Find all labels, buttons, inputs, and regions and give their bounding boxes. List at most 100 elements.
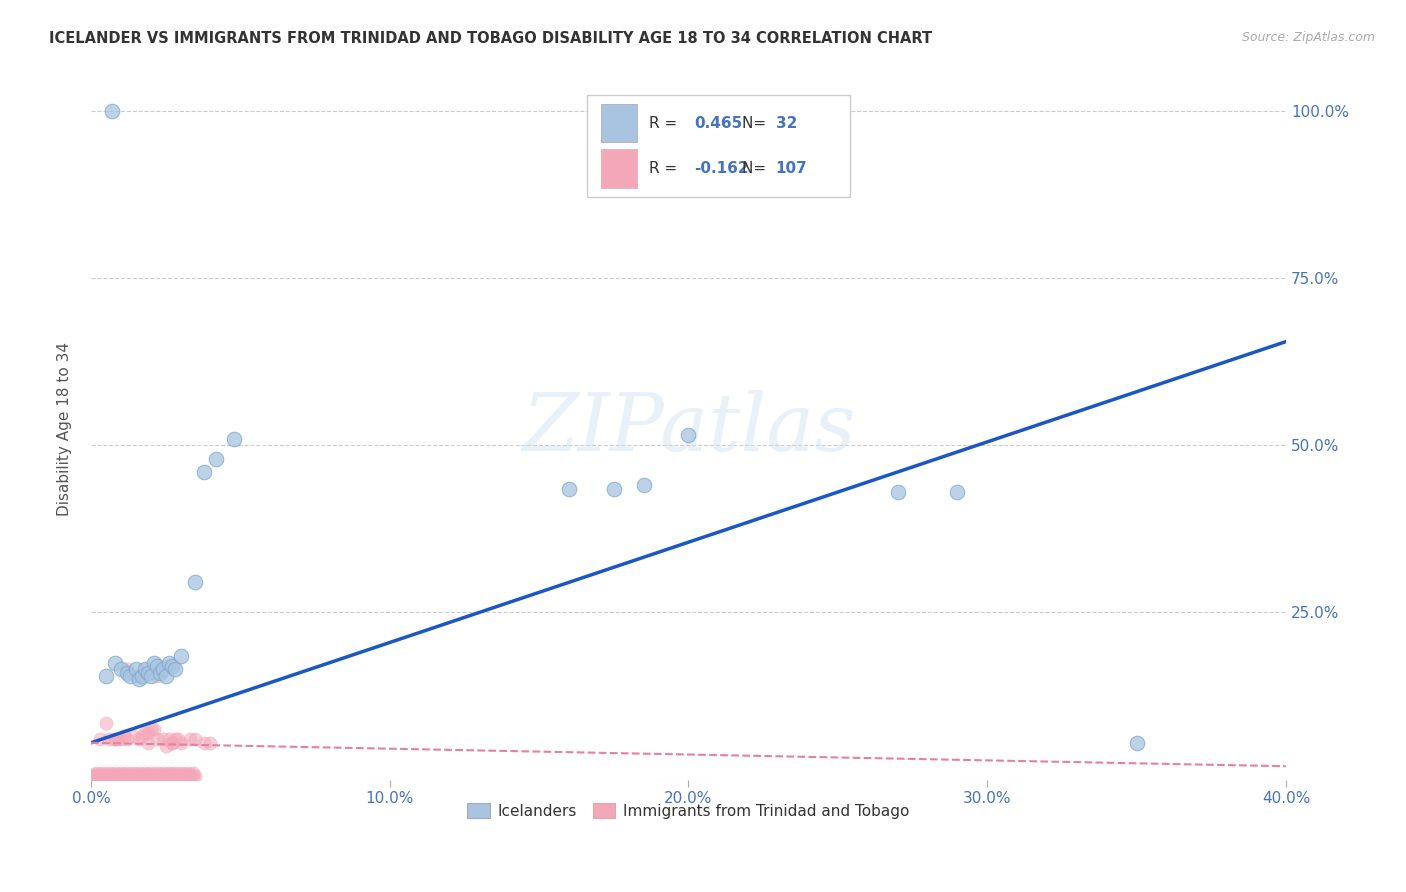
FancyBboxPatch shape (586, 95, 849, 197)
Point (163, 732, 186, 747)
Point (118, 669, 141, 683)
Point (91, 766, 114, 780)
Point (115, 769, 138, 783)
Point (678, 428, 700, 442)
Point (179, 732, 201, 747)
Point (121, 769, 143, 783)
Point (149, 662, 172, 676)
Point (104, 766, 127, 780)
Text: R =: R = (650, 161, 682, 177)
Point (145, 769, 167, 783)
Text: 0.465: 0.465 (695, 116, 742, 130)
Point (184, 732, 207, 747)
Point (149, 769, 172, 783)
Point (142, 656, 165, 670)
Text: ICELANDER VS IMMIGRANTS FROM TRINIDAD AND TOBAGO DISABILITY AGE 18 TO 34 CORRELA: ICELANDER VS IMMIGRANTS FROM TRINIDAD AN… (49, 31, 932, 46)
Point (160, 659, 183, 673)
Point (149, 665, 172, 680)
Point (134, 726, 156, 740)
Point (101, 103, 124, 118)
Point (152, 662, 174, 676)
Text: N=: N= (742, 116, 772, 130)
Point (886, 485, 908, 500)
Point (145, 766, 167, 780)
Point (121, 766, 143, 780)
Point (142, 769, 165, 783)
Point (155, 659, 177, 673)
Point (83, 769, 105, 783)
Point (946, 485, 969, 500)
Point (131, 769, 153, 783)
Text: -0.162: -0.162 (695, 161, 749, 177)
Point (152, 766, 174, 780)
Point (97, 769, 120, 783)
Point (142, 767, 165, 781)
Point (97, 766, 120, 780)
Point (134, 769, 156, 783)
Point (558, 482, 581, 496)
Legend: Icelanders, Immigrants from Trinidad and Tobago: Icelanders, Immigrants from Trinidad and… (461, 797, 915, 824)
Point (169, 766, 191, 780)
Point (155, 769, 177, 783)
Point (125, 669, 148, 683)
Point (128, 732, 150, 747)
Text: 107: 107 (776, 161, 807, 177)
Point (1125, 736, 1147, 750)
Point (112, 767, 135, 781)
Point (134, 766, 156, 780)
Point (125, 662, 148, 676)
Point (134, 662, 156, 676)
Point (128, 673, 150, 687)
Point (173, 769, 195, 783)
Text: 32: 32 (776, 116, 797, 130)
Point (603, 482, 626, 496)
Point (193, 736, 215, 750)
Point (179, 769, 201, 783)
Point (157, 769, 180, 783)
Point (166, 769, 188, 783)
Point (155, 767, 177, 781)
Point (86, 766, 108, 780)
Point (181, 766, 204, 780)
Point (176, 769, 198, 783)
Text: Source: ZipAtlas.com: Source: ZipAtlas.com (1241, 31, 1375, 45)
Point (166, 767, 188, 781)
Point (163, 662, 186, 676)
Point (128, 766, 150, 780)
Point (136, 665, 159, 680)
Point (104, 769, 127, 783)
Point (200, 736, 222, 750)
Point (136, 726, 159, 740)
Point (121, 729, 143, 743)
Point (224, 432, 246, 446)
Point (104, 732, 127, 747)
Point (193, 465, 215, 479)
Point (112, 729, 135, 743)
Point (136, 736, 159, 750)
Point (169, 769, 191, 783)
Point (107, 769, 129, 783)
Point (112, 769, 135, 783)
Point (160, 736, 183, 750)
Point (142, 723, 165, 737)
Point (91, 769, 114, 783)
Point (97, 732, 120, 747)
Point (101, 767, 124, 781)
Point (104, 656, 127, 670)
Point (163, 769, 186, 783)
Point (128, 669, 150, 683)
Point (157, 656, 180, 670)
Point (169, 648, 191, 663)
Point (94, 669, 117, 683)
Text: R =: R = (650, 116, 682, 130)
Point (152, 732, 174, 747)
Point (181, 769, 204, 783)
Point (169, 736, 191, 750)
Point (160, 767, 183, 781)
Y-axis label: Disability Age 18 to 34: Disability Age 18 to 34 (58, 342, 72, 516)
Point (163, 766, 186, 780)
Point (107, 732, 129, 747)
Point (131, 767, 153, 781)
Point (94, 769, 117, 783)
Point (157, 732, 180, 747)
